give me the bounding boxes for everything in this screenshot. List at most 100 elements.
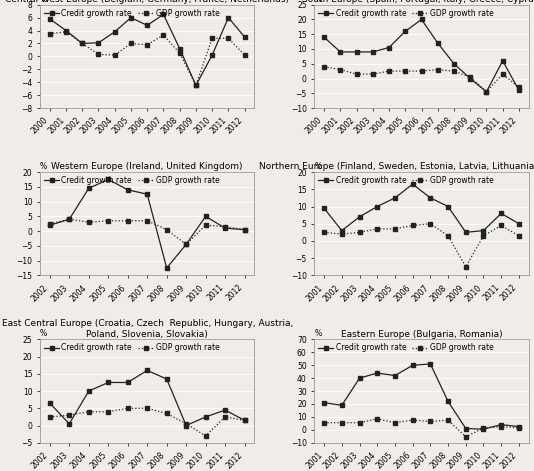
Credit growth rate — [516, 88, 522, 93]
Line: GDP growth rate: GDP growth rate — [322, 222, 521, 269]
Credit growth rate — [105, 380, 112, 385]
GDP growth rate — [222, 414, 229, 420]
Text: %: % — [315, 0, 321, 4]
GDP growth rate — [202, 433, 209, 439]
GDP growth rate — [124, 406, 131, 411]
Credit growth rate — [402, 28, 409, 34]
GDP growth rate — [410, 417, 416, 423]
Line: GDP growth rate: GDP growth rate — [322, 417, 521, 439]
Credit growth rate — [498, 211, 505, 216]
Text: %: % — [40, 329, 47, 338]
GDP growth rate — [124, 218, 131, 224]
GDP growth rate — [183, 421, 190, 427]
GDP growth rate — [339, 231, 345, 237]
Credit growth rate — [66, 217, 73, 222]
Credit growth rate — [128, 15, 134, 20]
Credit growth rate — [467, 76, 474, 81]
GDP growth rate — [105, 409, 112, 414]
GDP growth rate — [516, 425, 522, 430]
GDP growth rate — [498, 223, 505, 228]
GDP growth rate — [356, 420, 363, 426]
Credit growth rate — [105, 177, 112, 182]
GDP growth rate — [467, 74, 474, 80]
Credit growth rate — [112, 29, 118, 35]
Credit growth rate — [451, 61, 457, 66]
Credit growth rate — [163, 376, 170, 382]
Legend: Credit growth rate, GDP growth rate: Credit growth rate, GDP growth rate — [44, 343, 219, 352]
Legend: Credit growth rate, GDP growth rate: Credit growth rate, GDP growth rate — [44, 8, 219, 17]
Credit growth rate — [202, 213, 209, 219]
GDP growth rate — [241, 417, 248, 423]
GDP growth rate — [112, 52, 118, 58]
Credit growth rate — [193, 82, 199, 88]
Credit growth rate — [435, 40, 441, 46]
Credit growth rate — [427, 361, 434, 367]
Line: Credit growth rate: Credit growth rate — [48, 12, 247, 87]
GDP growth rate — [354, 71, 360, 77]
Title: Central West Europe (Belgium, Germany, France, Netherlands): Central West Europe (Belgium, Germany, F… — [5, 0, 289, 4]
Legend: Credit growth rate, GDP growth rate: Credit growth rate, GDP growth rate — [318, 176, 494, 185]
GDP growth rate — [402, 68, 409, 74]
GDP growth rate — [386, 68, 392, 74]
Line: Credit growth rate: Credit growth rate — [48, 368, 247, 428]
Credit growth rate — [144, 191, 151, 197]
Line: Credit growth rate: Credit growth rate — [322, 182, 521, 234]
Line: Credit growth rate: Credit growth rate — [322, 17, 521, 94]
Line: GDP growth rate: GDP growth rate — [48, 217, 247, 246]
GDP growth rate — [183, 242, 190, 247]
GDP growth rate — [241, 52, 248, 58]
GDP growth rate — [209, 35, 215, 41]
Credit growth rate — [79, 41, 85, 46]
GDP growth rate — [321, 420, 327, 426]
GDP growth rate — [374, 226, 380, 232]
Credit growth rate — [339, 228, 345, 234]
GDP growth rate — [370, 71, 376, 77]
Credit growth rate — [183, 422, 190, 428]
Title: South Europe (Spain, Portugal, Italy, Greece, Cyprus): South Europe (Spain, Portugal, Italy, Gr… — [302, 0, 534, 4]
Credit growth rate — [370, 49, 376, 55]
GDP growth rate — [128, 41, 134, 46]
Credit growth rate — [480, 228, 486, 234]
Credit growth rate — [124, 187, 131, 193]
Credit growth rate — [209, 52, 215, 58]
Credit growth rate — [144, 23, 151, 28]
Text: %: % — [315, 162, 321, 171]
Credit growth rate — [354, 49, 360, 55]
GDP growth rate — [144, 42, 151, 48]
Credit growth rate — [410, 181, 416, 187]
GDP growth rate — [163, 411, 170, 416]
GDP growth rate — [480, 233, 486, 239]
GDP growth rate — [46, 221, 53, 227]
Text: %: % — [40, 162, 47, 171]
GDP growth rate — [427, 419, 434, 424]
GDP growth rate — [66, 217, 73, 222]
Credit growth rate — [241, 417, 248, 423]
Credit growth rate — [427, 195, 434, 201]
GDP growth rate — [418, 68, 425, 74]
Credit growth rate — [225, 15, 232, 20]
GDP growth rate — [498, 424, 505, 430]
GDP growth rate — [427, 221, 434, 227]
Credit growth rate — [356, 214, 363, 219]
Credit growth rate — [124, 380, 131, 385]
Credit growth rate — [46, 16, 53, 22]
Line: GDP growth rate: GDP growth rate — [48, 30, 247, 87]
GDP growth rate — [225, 35, 232, 41]
Title: Eastern Europe (Bulgaria, Romania): Eastern Europe (Bulgaria, Romania) — [341, 330, 502, 339]
GDP growth rate — [46, 31, 53, 37]
GDP growth rate — [46, 414, 53, 420]
Credit growth rate — [337, 49, 343, 55]
Credit growth rate — [176, 46, 183, 51]
Credit growth rate — [483, 89, 490, 95]
GDP growth rate — [392, 226, 398, 232]
GDP growth rate — [321, 64, 327, 70]
Credit growth rate — [499, 58, 506, 64]
Credit growth rate — [202, 414, 209, 420]
Credit growth rate — [386, 45, 392, 50]
GDP growth rate — [374, 416, 380, 422]
Credit growth rate — [321, 34, 327, 40]
GDP growth rate — [435, 67, 441, 73]
GDP growth rate — [339, 420, 345, 426]
Credit growth rate — [63, 28, 69, 33]
Credit growth rate — [222, 407, 229, 413]
